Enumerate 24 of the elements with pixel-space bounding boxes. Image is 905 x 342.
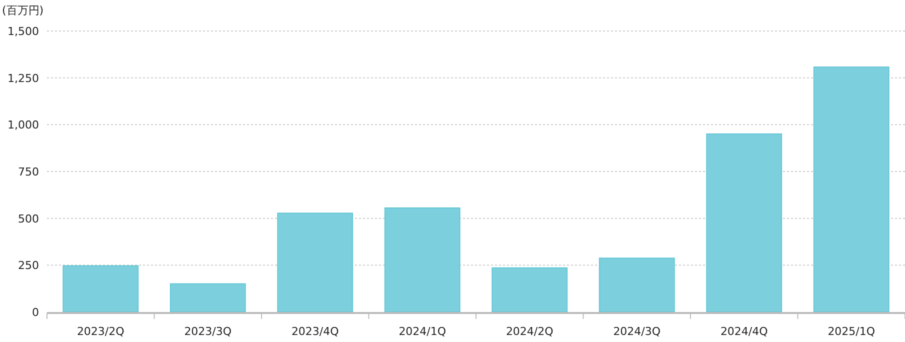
bar [384, 207, 460, 312]
y-tick-label: 750 [18, 166, 39, 178]
bar [706, 133, 782, 312]
x-tick-label: 2025/1Q [828, 325, 876, 338]
y-tick-label: 1,500 [8, 25, 39, 38]
y-tick-label: 1,250 [8, 72, 39, 85]
bar [813, 66, 890, 312]
bar [598, 258, 675, 312]
x-tick-label: 2024/2Q [506, 325, 554, 338]
x-tick-label: 2024/4Q [720, 325, 768, 338]
x-tick-label: 2024/1Q [398, 325, 446, 338]
bar [170, 283, 246, 312]
bar [277, 212, 354, 312]
y-tick-label: 250 [18, 259, 39, 272]
y-axis-title: (百万円) [2, 4, 44, 17]
x-tick-label: 2023/2Q [76, 325, 125, 338]
x-tick-label: 2023/4Q [291, 325, 340, 338]
bar [62, 265, 139, 312]
y-tick-label: 1,000 [8, 118, 39, 132]
y-tick-label: 500 [18, 212, 39, 226]
y-tick-label: 0 [32, 306, 39, 319]
x-tick-label: 2024/3Q [613, 325, 661, 338]
x-tick-label: 2023/3Q [184, 325, 232, 338]
bar [492, 267, 568, 312]
